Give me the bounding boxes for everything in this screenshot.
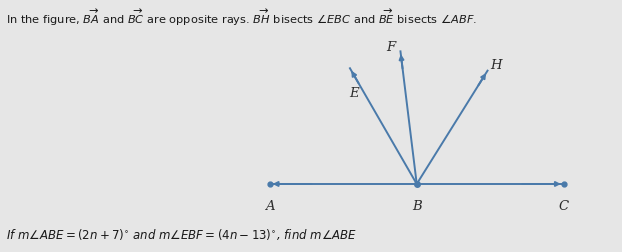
Text: In the figure, $\overrightarrow{BA}$ and $\overrightarrow{BC}$ are opposite rays: In the figure, $\overrightarrow{BA}$ and… — [6, 8, 477, 28]
Text: H: H — [490, 59, 501, 72]
Text: C: C — [559, 200, 569, 213]
Text: F: F — [386, 41, 396, 54]
Text: E: E — [349, 87, 359, 100]
Text: A: A — [265, 200, 274, 213]
Text: If m$\angle ABE=(2n+7)^{\circ}$ and m$\angle EBF=(4n-13)^{\circ}$, find m$\angle: If m$\angle ABE=(2n+7)^{\circ}$ and m$\a… — [6, 227, 358, 242]
Text: B: B — [412, 200, 422, 213]
